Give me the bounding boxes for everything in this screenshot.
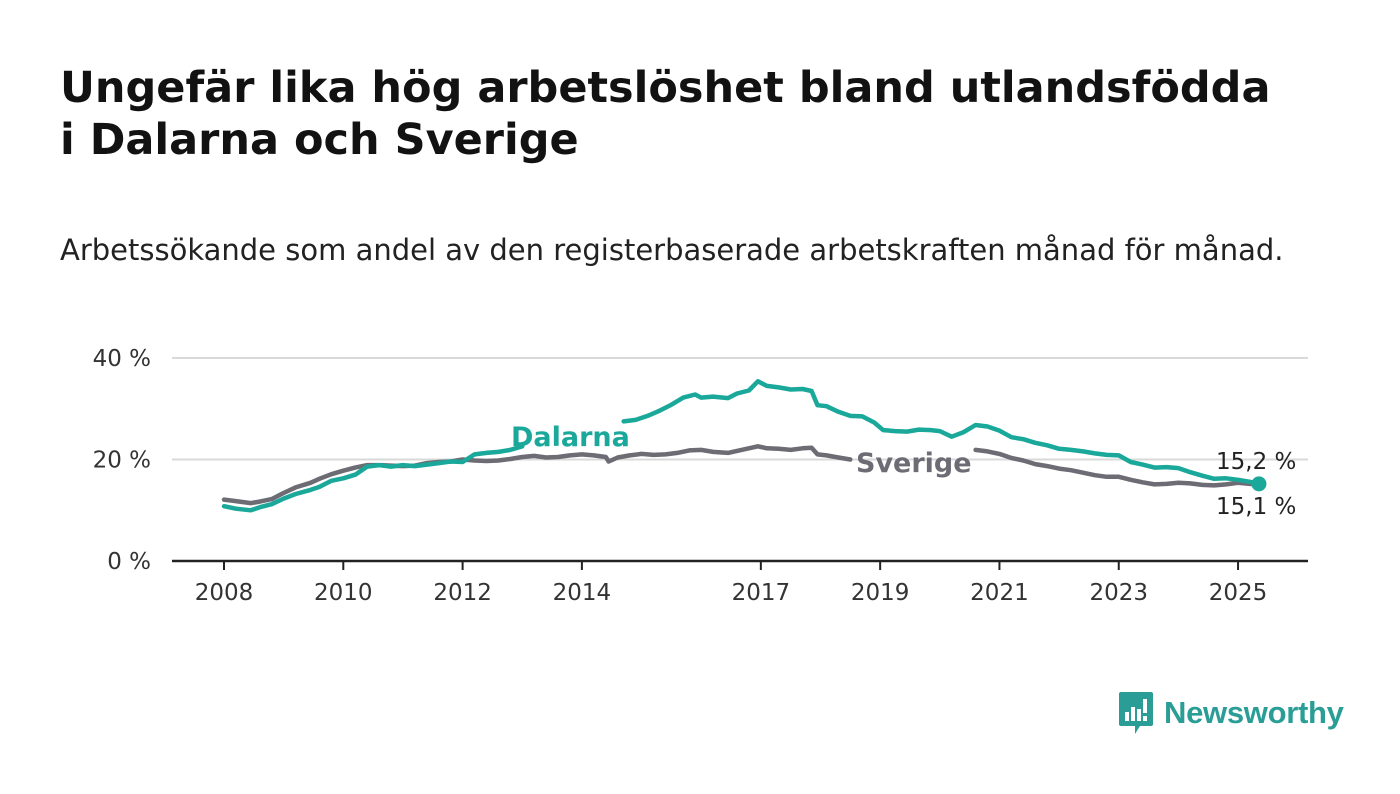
x-tick-label: 2017 bbox=[732, 580, 791, 606]
series-label-dalarna: Dalarna bbox=[511, 422, 630, 453]
endpoint-marker-dalarna bbox=[1251, 476, 1267, 492]
chart-title: Ungefär lika hög arbetslöshet bland utla… bbox=[60, 63, 1271, 165]
x-tick-label: 2010 bbox=[314, 580, 373, 606]
newsworthy-brand-name: Newsworthy bbox=[1164, 695, 1344, 730]
newsworthy-logo[interactable]: Newsworthy bbox=[1118, 690, 1344, 736]
x-tick-label: 2019 bbox=[851, 580, 910, 606]
newsworthy-logo-icon bbox=[1119, 692, 1153, 734]
y-tick-label: 20 % bbox=[93, 448, 151, 474]
x-tick-label: 2012 bbox=[433, 580, 492, 606]
y-tick-label: 40 % bbox=[93, 346, 151, 372]
x-tick-label: 2025 bbox=[1209, 580, 1268, 606]
grid-lines bbox=[172, 357, 1308, 461]
end-value-label-dalarna: 15,2 % bbox=[1216, 449, 1296, 475]
series-line-sverige bbox=[221, 444, 1262, 506]
axes: 0 % 20 % 40 % 2008 2010 2012 2014 2017 2019 2021 2… bbox=[93, 346, 1308, 606]
x-tick-label: 2014 bbox=[553, 580, 612, 606]
end-value-label-sverige: 15,1 % bbox=[1216, 494, 1296, 520]
series-line-dalarna bbox=[221, 379, 1262, 513]
x-tick-label: 2023 bbox=[1089, 580, 1148, 606]
x-tick-label: 2008 bbox=[195, 580, 254, 606]
chart-subtitle: Arbetssökande som andel av den registerb… bbox=[60, 233, 1284, 267]
series-label-sverige: Sverige bbox=[856, 448, 972, 479]
y-tick-label: 0 % bbox=[107, 549, 151, 575]
x-tick-label: 2021 bbox=[970, 580, 1029, 606]
labels: Dalarna Sverige 15,2 % 15,1 % bbox=[511, 422, 1296, 520]
series-lines bbox=[221, 379, 1267, 513]
